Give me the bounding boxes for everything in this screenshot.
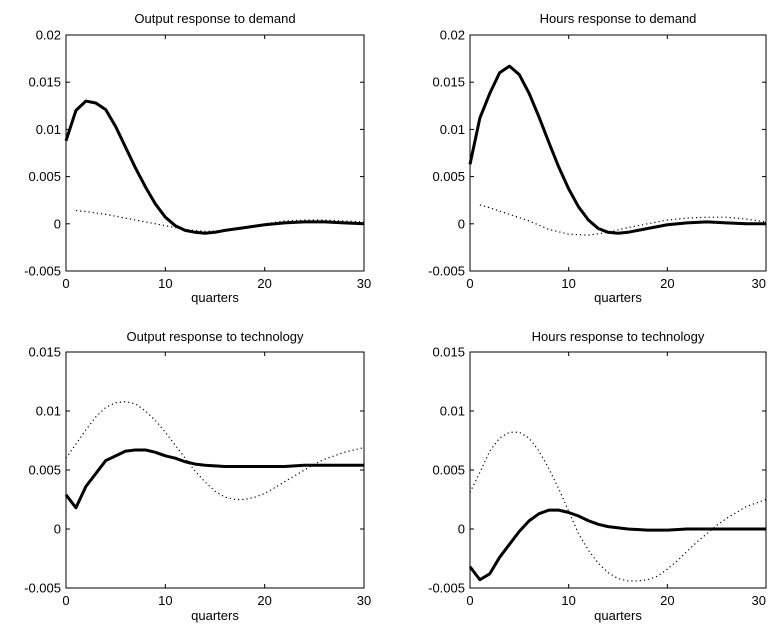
y-tick-label: 0.005 [432,463,465,478]
panel-output-technology: Output response to technology 0 10 20 30… [24,329,371,623]
y-axis: -0.005 0 0.005 0.01 0.015 [428,345,465,596]
panel-title: Hours response to technology [532,329,705,344]
solid-response-line [468,508,766,582]
dotted-response-line [479,204,767,236]
x-tick-label: 0 [62,276,69,291]
x-axis: 0 10 20 30 quarters [62,276,371,305]
plot-frame [469,34,767,272]
tick-marks [65,351,365,589]
x-tick-label: 30 [357,593,371,608]
x-tick-label: 20 [257,593,271,608]
solid-response-line [64,448,364,510]
solid-response-line [468,64,766,235]
x-tick-label: 10 [158,593,172,608]
y-tick-label: 0 [458,216,465,231]
x-tick-label: 30 [357,276,371,291]
panel-hours-demand: Hours response to demand 0 10 20 30 quar… [428,11,767,305]
y-tick-label: 0.01 [36,122,61,137]
x-tick-label: 10 [561,276,575,291]
solid-response-line [64,99,365,235]
y-tick-label: 0.015 [28,345,61,360]
x-tick-label: 0 [466,593,473,608]
y-tick-label: 0.015 [28,75,61,90]
x-axis: 0 10 20 30 quarters [466,593,766,623]
y-tick-label: -0.005 [24,264,61,279]
y-tick-label: 0.005 [28,169,61,184]
panel-title: Hours response to demand [540,11,697,26]
x-axis-label: quarters [594,608,642,623]
panel-title: Output response to technology [126,329,304,344]
y-axis: -0.005 0 0.005 0.01 0.015 0.02 [24,28,61,279]
x-axis-label: quarters [191,290,239,305]
plot-frame [65,351,365,589]
plot-frame [65,34,365,272]
y-tick-label: 0.01 [36,404,61,419]
y-tick-label: 0.015 [432,75,465,90]
y-tick-label: -0.005 [428,264,465,279]
tick-marks [469,34,767,272]
plot-frame [469,351,767,589]
y-axis: -0.005 0 0.005 0.01 0.015 [24,345,61,596]
x-axis: 0 10 20 30 quarters [466,276,766,305]
dotted-response-line [469,431,767,582]
y-tick-label: 0.005 [28,463,61,478]
y-tick-label: 0.005 [432,169,465,184]
x-tick-label: 30 [752,276,766,291]
y-tick-label: 0.02 [440,28,465,43]
y-axis: -0.005 0 0.005 0.01 0.015 0.02 [428,28,465,279]
panel-hours-technology: Hours response to technology 0 10 20 30 … [428,329,767,623]
x-tick-label: 20 [660,276,674,291]
y-tick-label: 0 [54,522,61,537]
y-tick-label: 0 [458,522,465,537]
tick-marks [65,34,365,272]
panel-output-demand: Output response to demand 0 10 20 30 qua… [24,11,371,305]
x-axis-label: quarters [191,608,239,623]
y-tick-label: -0.005 [428,581,465,596]
x-tick-label: 20 [660,593,674,608]
y-tick-label: 0.01 [440,122,465,137]
x-tick-label: 10 [158,276,172,291]
x-tick-label: 0 [466,276,473,291]
dotted-response-line [65,400,365,501]
x-tick-label: 30 [752,593,766,608]
x-axis-label: quarters [594,290,642,305]
y-tick-label: -0.005 [24,581,61,596]
y-tick-label: 0.02 [36,28,61,43]
y-tick-label: 0 [54,216,61,231]
x-tick-label: 20 [257,276,271,291]
panel-title: Output response to demand [134,11,295,26]
y-tick-label: 0.01 [440,404,465,419]
tick-marks [469,351,767,589]
x-tick-label: 10 [561,593,575,608]
y-tick-label: 0.015 [432,345,465,360]
x-axis: 0 10 20 30 quarters [62,593,371,623]
x-tick-label: 0 [62,593,69,608]
